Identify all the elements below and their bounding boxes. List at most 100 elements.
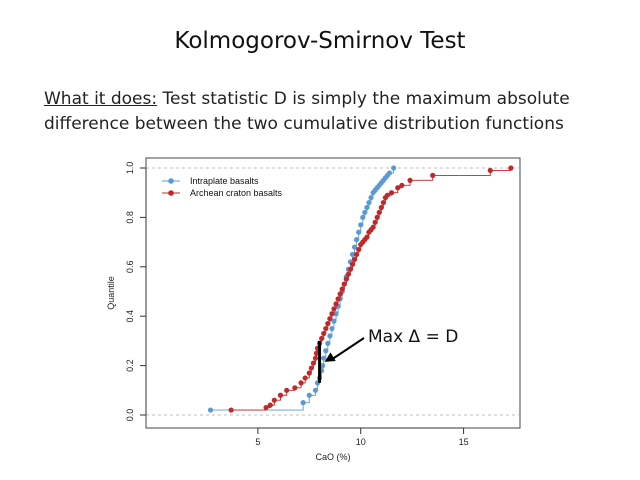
data-point-archean (395, 185, 401, 191)
x-tick-label: 15 (459, 437, 469, 447)
y-tick-label: 0.0 (125, 409, 135, 422)
data-point-archean (399, 182, 405, 188)
data-point-intraplate (354, 237, 360, 243)
data-point-archean (277, 392, 284, 398)
data-point-archean (271, 397, 277, 403)
x-tick-label: 10 (356, 437, 366, 447)
data-point-intraplate (320, 363, 326, 369)
data-point-archean (430, 172, 436, 179)
data-point-archean (349, 261, 356, 267)
y-axis-label: Quantile (106, 276, 116, 310)
data-point-archean (284, 387, 290, 393)
data-point-intraplate (325, 340, 331, 346)
data-point-archean (364, 234, 370, 240)
data-point-archean (378, 204, 384, 211)
data-point-intraplate (333, 311, 339, 317)
data-point-intraplate (356, 229, 362, 235)
data-point-intraplate (312, 387, 319, 393)
x-tick-label: 5 (255, 437, 260, 447)
data-point-archean (319, 335, 325, 342)
legend-archean-label: Archean craton basalts (190, 188, 283, 198)
data-point-archean (487, 167, 493, 174)
data-point-archean (310, 360, 316, 366)
data-point-intraplate (349, 251, 356, 258)
legend: Intraplate basalts Archean craton basalt… (162, 176, 283, 198)
series-line-archean (231, 168, 512, 411)
reference-lines (146, 167, 520, 416)
data-point-archean (335, 296, 341, 302)
data-point-archean (325, 321, 331, 327)
annotation-text: Max Δ = D (368, 327, 458, 347)
x-axis: 5 10 15 (255, 427, 469, 447)
data-point-archean (333, 301, 339, 307)
y-tick-label: 0.8 (125, 211, 135, 224)
data-point-archean (228, 407, 234, 413)
data-point-archean (308, 365, 314, 371)
data-point-archean (372, 219, 378, 225)
data-point-archean (374, 214, 380, 220)
description-text-line1: Test statistic D is simply the maximum a… (157, 89, 570, 109)
data-point-archean (345, 271, 351, 277)
data-point-archean (302, 375, 308, 381)
data-point-archean (388, 190, 395, 196)
data-point-intraplate (366, 199, 372, 206)
data-point-archean (351, 256, 358, 262)
data-point-intraplate (351, 244, 358, 250)
data-point-intraplate (386, 170, 393, 176)
data-point-archean (376, 209, 382, 216)
data-point-intraplate (360, 214, 366, 220)
data-point-intraplate (368, 195, 374, 201)
data-point-archean (267, 402, 273, 408)
data-point-archean (306, 370, 312, 376)
data-point-intraplate (321, 355, 327, 361)
data-point-archean (370, 224, 376, 230)
slide-description: What it does: Test statistic D is simply… (44, 87, 624, 137)
data-point-archean (347, 266, 354, 272)
annotation-arrow (332, 337, 365, 360)
data-point-archean (407, 177, 413, 183)
slide-title: Kolmogorov-Smirnov Test (174, 28, 466, 54)
data-point-archean (331, 306, 337, 312)
data-point-archean (321, 330, 327, 337)
x-axis-label: CaO (%) (315, 452, 350, 462)
data-point-intraplate (207, 407, 214, 413)
y-tick-label: 0.4 (125, 310, 135, 323)
data-point-archean (384, 192, 391, 198)
y-tick-label: 1.0 (125, 162, 135, 175)
max-difference-annotation: Max Δ = D (318, 327, 458, 383)
data-point-intraplate (364, 204, 370, 211)
data-point-intraplate (306, 392, 312, 398)
data-point-archean (337, 291, 343, 297)
data-point-archean (312, 355, 319, 361)
data-point-archean (327, 316, 333, 322)
data-point-intraplate (358, 222, 364, 228)
data-point-archean (313, 350, 320, 356)
legend-intraplate-marker (168, 178, 174, 184)
legend-archean-marker (168, 190, 174, 196)
data-point-intraplate (362, 209, 368, 216)
data-point-archean (343, 276, 349, 282)
data-point-archean (298, 380, 304, 386)
plot-frame (145, 157, 521, 429)
y-axis: 0.0 0.2 0.4 0.6 0.8 1.0 (125, 162, 147, 422)
data-point-archean (339, 286, 345, 292)
data-point-archean (329, 311, 335, 317)
annotation-arrowhead (324, 352, 336, 362)
data-point-intraplate (327, 333, 333, 339)
data-point-intraplate (391, 165, 397, 171)
y-tick-label: 0.2 (125, 359, 135, 372)
legend-intraplate-label: Intraplate basalts (190, 176, 259, 186)
series-layer (207, 165, 514, 413)
data-point-intraplate (329, 325, 335, 332)
data-point-intraplate (323, 348, 329, 354)
description-text-line2: difference between the two cumulative di… (44, 114, 564, 134)
data-point-archean (380, 199, 386, 206)
data-point-archean (263, 404, 269, 411)
data-point-intraplate (331, 318, 337, 324)
series-line-intraplate (210, 168, 395, 411)
data-point-archean (292, 385, 298, 391)
data-point-archean (356, 246, 362, 253)
description-label: What it does: (44, 89, 158, 109)
data-point-intraplate (300, 400, 306, 406)
